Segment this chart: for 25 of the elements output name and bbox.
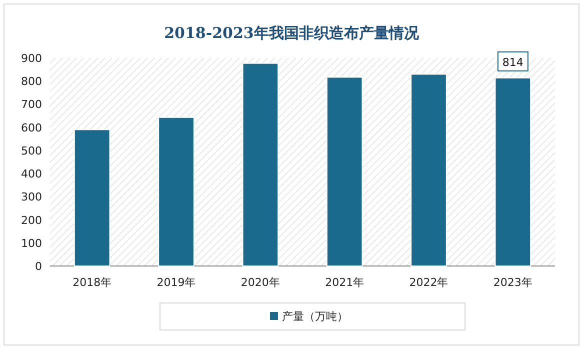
y-tick-label: 500 bbox=[21, 144, 42, 158]
x-tick-label: 2023年 bbox=[493, 276, 532, 289]
y-tick-label: 100 bbox=[21, 236, 42, 250]
x-tick-label: 2020年 bbox=[240, 276, 280, 289]
bar bbox=[410, 74, 447, 266]
y-tick-label: 700 bbox=[21, 98, 42, 112]
bar bbox=[158, 116, 194, 266]
y-tick-label: 900 bbox=[21, 52, 42, 65]
bar bbox=[242, 62, 279, 266]
y-tick-label: 400 bbox=[21, 168, 42, 181]
data-label: 814 bbox=[502, 56, 524, 69]
y-tick-label: 300 bbox=[21, 190, 42, 204]
x-tick-label: 2021年 bbox=[325, 276, 364, 289]
bar bbox=[74, 129, 110, 266]
chart-title: 2018-2023年我国非织造布产量情况 bbox=[164, 24, 420, 42]
x-tick-label: 2019年 bbox=[156, 276, 196, 289]
y-tick-label: 200 bbox=[21, 214, 42, 227]
y-tick-label: 600 bbox=[21, 121, 42, 134]
bar bbox=[326, 76, 363, 266]
legend-label: 产量（万吨） bbox=[282, 310, 348, 323]
y-tick-label: 800 bbox=[21, 75, 42, 88]
x-tick-label: 2022年 bbox=[409, 276, 448, 289]
y-tick-label: 0 bbox=[35, 260, 42, 273]
x-tick-label: 2018年 bbox=[72, 276, 112, 289]
bar bbox=[494, 77, 532, 266]
